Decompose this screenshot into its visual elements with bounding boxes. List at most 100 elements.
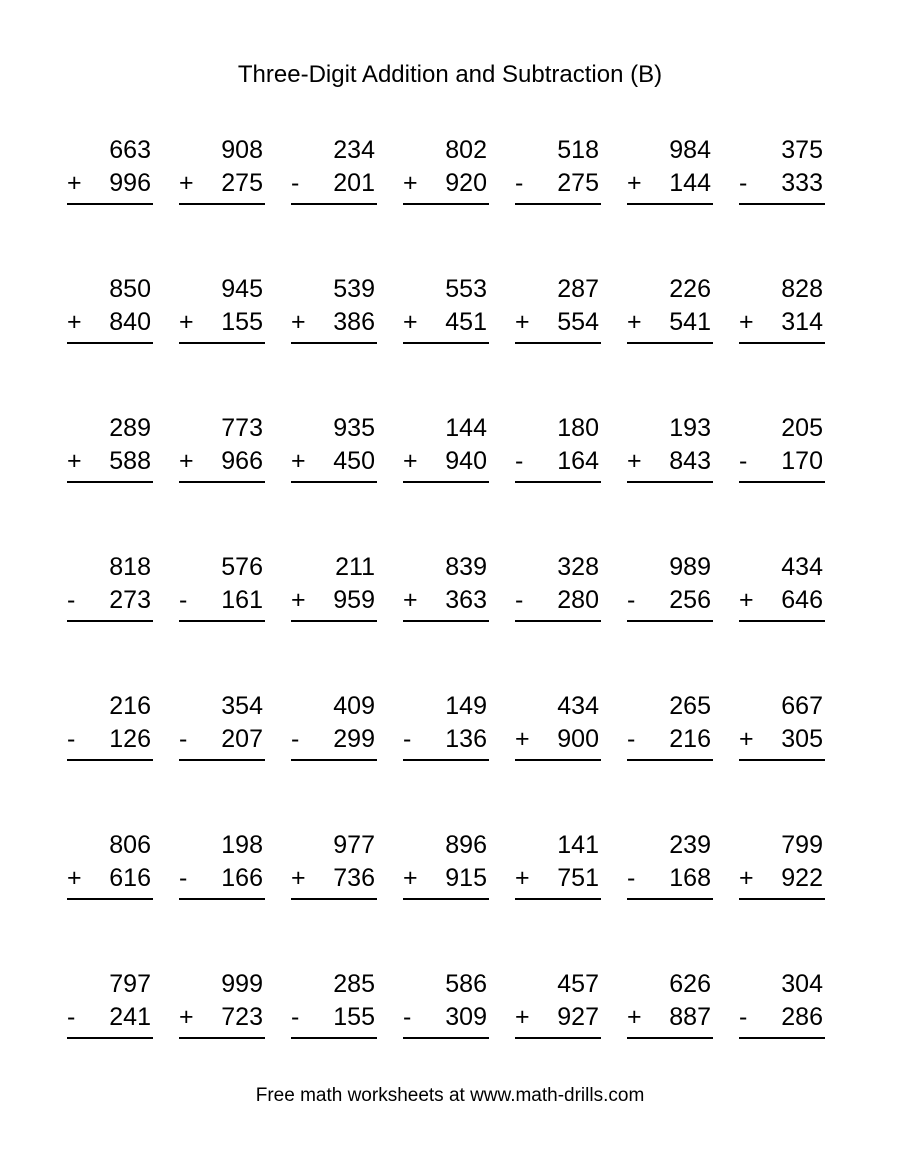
problem: 149 - 136 — [394, 692, 506, 761]
top-operand: 328 — [557, 553, 599, 581]
problem: 797 - 241 — [58, 970, 170, 1039]
bottom-operand: 363 — [445, 585, 487, 614]
operator: + — [179, 307, 194, 336]
answer-line: - 164 — [515, 446, 601, 483]
bottom-operand: 966 — [221, 446, 263, 475]
operator: - — [179, 724, 188, 753]
answer-line: - 136 — [403, 724, 489, 761]
operator: + — [403, 307, 418, 336]
answer-line: - 286 — [739, 1003, 825, 1039]
operator: - — [515, 446, 524, 475]
operator: - — [179, 863, 188, 892]
operator: + — [291, 307, 306, 336]
operator: + — [739, 863, 754, 892]
problem: 984 + 144 — [618, 136, 730, 205]
bottom-operand: 646 — [781, 585, 823, 614]
operator: + — [67, 168, 82, 197]
top-operand: 518 — [557, 136, 599, 164]
bottom-operand: 751 — [557, 863, 599, 892]
answer-line: + 155 — [179, 307, 265, 344]
operator: - — [67, 585, 76, 614]
answer-line: + 451 — [403, 307, 489, 344]
answer-line: - 207 — [179, 724, 265, 761]
answer-line: + 314 — [739, 308, 825, 344]
top-operand: 234 — [333, 136, 375, 164]
top-operand: 198 — [221, 831, 263, 859]
top-operand: 144 — [445, 414, 487, 442]
bottom-operand: 275 — [557, 168, 599, 197]
answer-line: + 736 — [291, 863, 377, 900]
operator: - — [627, 724, 636, 753]
operator: + — [627, 307, 642, 336]
bottom-operand: 900 — [557, 724, 599, 753]
problem: 375 - 333 — [730, 136, 842, 205]
top-operand: 287 — [557, 275, 599, 303]
answer-line: + 541 — [627, 307, 713, 344]
answer-line: + 900 — [515, 724, 601, 761]
top-operand: 304 — [781, 970, 823, 998]
problem: 586 - 309 — [394, 970, 506, 1039]
answer-line: + 840 — [67, 308, 153, 344]
top-operand: 773 — [221, 414, 263, 442]
operator: - — [291, 1002, 300, 1031]
bottom-operand: 736 — [333, 863, 375, 892]
problem: 216 - 126 — [58, 692, 170, 761]
bottom-operand: 554 — [557, 307, 599, 336]
answer-line: + 646 — [739, 585, 825, 622]
bottom-operand: 996 — [109, 168, 151, 197]
operator: + — [403, 446, 418, 475]
problem: 663 + 996 — [58, 136, 170, 205]
problem: 304 - 286 — [730, 970, 842, 1039]
bottom-operand: 170 — [781, 446, 823, 475]
answer-line: - 333 — [739, 169, 825, 205]
footer-text: Free math worksheets at www.math-drills.… — [255, 1085, 645, 1106]
problem: 354 - 207 — [170, 692, 282, 761]
bottom-operand: 723 — [221, 1002, 263, 1031]
bottom-operand: 126 — [109, 724, 151, 753]
problem: 328 - 280 — [506, 553, 618, 622]
answer-line: + 363 — [403, 585, 489, 622]
problem: 999 + 723 — [170, 970, 282, 1039]
answer-line: + 588 — [67, 447, 153, 483]
bottom-operand: 168 — [669, 863, 711, 892]
operator: - — [179, 585, 188, 614]
top-operand: 850 — [109, 275, 151, 303]
problem: 667 + 305 — [730, 692, 842, 761]
operator: + — [179, 168, 194, 197]
bottom-operand: 136 — [445, 724, 487, 753]
operator: - — [627, 585, 636, 614]
bottom-operand: 450 — [333, 446, 375, 475]
top-operand: 553 — [445, 275, 487, 303]
operator: + — [291, 863, 306, 892]
problem: 518 - 275 — [506, 136, 618, 205]
operator: - — [403, 1002, 412, 1031]
answer-line: + 922 — [739, 863, 825, 900]
answer-line: + 843 — [627, 447, 713, 483]
operator: + — [67, 863, 82, 892]
answer-line: + 927 — [515, 1002, 601, 1039]
top-operand: 193 — [669, 414, 711, 442]
bottom-operand: 280 — [557, 585, 599, 614]
bottom-operand: 887 — [669, 1002, 711, 1031]
answer-line: + 450 — [291, 446, 377, 483]
bottom-operand: 451 — [445, 307, 487, 336]
top-operand: 434 — [557, 692, 599, 720]
answer-line: - 126 — [67, 724, 153, 761]
problem: 773 + 966 — [170, 414, 282, 483]
bottom-operand: 241 — [109, 1002, 151, 1031]
problem: 239 - 168 — [618, 831, 730, 900]
problem: 457 + 927 — [506, 970, 618, 1039]
answer-line: + 966 — [179, 446, 265, 483]
top-operand: 977 — [333, 831, 375, 859]
top-operand: 141 — [557, 831, 599, 859]
answer-line: - 299 — [291, 725, 377, 761]
answer-line: + 554 — [515, 307, 601, 344]
problem: 828 + 314 — [730, 275, 842, 344]
bottom-operand: 927 — [557, 1002, 599, 1031]
problem: 935 + 450 — [282, 414, 394, 483]
answer-line: + 751 — [515, 863, 601, 900]
top-operand: 984 — [669, 136, 711, 164]
problem: 839 + 363 — [394, 553, 506, 622]
answer-line: + 275 — [179, 168, 265, 205]
problem: 226 + 541 — [618, 275, 730, 344]
